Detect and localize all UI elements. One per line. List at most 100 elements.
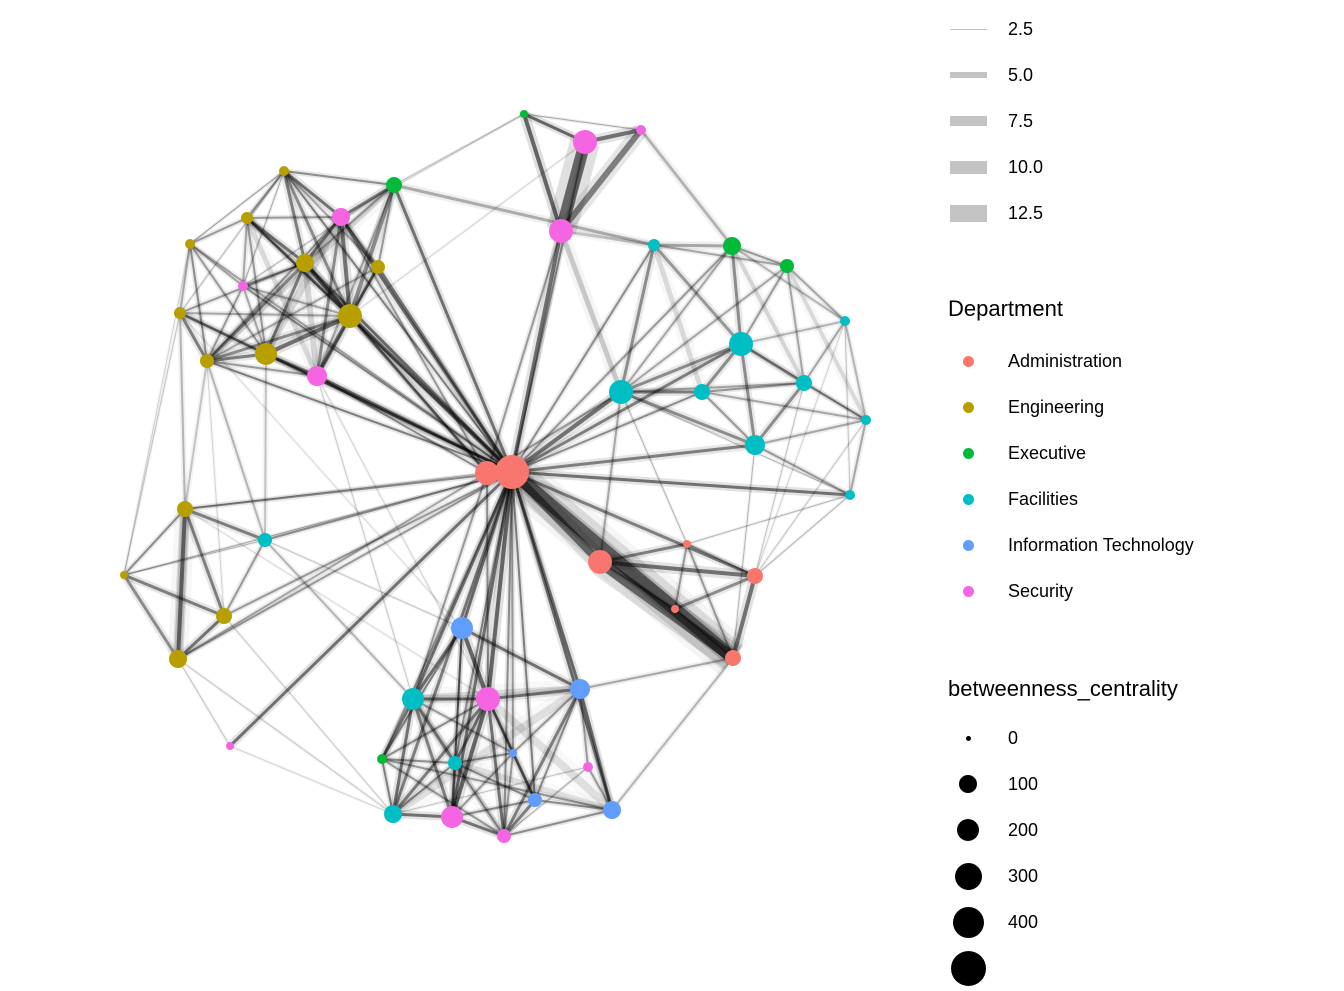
graph-edge xyxy=(454,627,463,764)
graph-edge xyxy=(316,375,414,700)
graph-edge-halo xyxy=(389,696,492,817)
graph-node-engineering[interactable] xyxy=(174,307,186,319)
graph-edge-halo xyxy=(532,687,583,802)
graph-node-security[interactable] xyxy=(497,829,511,843)
graph-edge xyxy=(701,382,805,393)
graph-edge-halo xyxy=(264,538,463,630)
graph-edge-halo xyxy=(510,686,583,756)
graph-edge xyxy=(686,543,734,659)
graph-edge xyxy=(246,217,267,355)
graph-edge xyxy=(511,342,742,474)
graph-edge xyxy=(599,560,756,578)
graph-node-executive[interactable] xyxy=(723,237,741,255)
graph-node-information-technology[interactable] xyxy=(603,801,621,819)
graph-node-administration[interactable] xyxy=(671,605,679,613)
graph-edge xyxy=(786,265,846,322)
graph-edge xyxy=(390,685,583,818)
graph-node-facilities[interactable] xyxy=(609,380,633,404)
legend-item-size-overflow-5 xyxy=(948,945,1328,991)
graph-node-administration[interactable] xyxy=(747,568,763,584)
graph-edge-halo xyxy=(411,696,515,756)
graph-node-engineering[interactable] xyxy=(200,354,214,368)
graph-node-security[interactable] xyxy=(238,281,248,291)
graph-edge xyxy=(454,762,505,837)
graph-node-facilities[interactable] xyxy=(861,415,871,425)
graph-edge xyxy=(315,216,343,377)
graph-edge-halo xyxy=(246,214,342,221)
graph-node-security[interactable] xyxy=(636,125,646,135)
graph-edge-halo xyxy=(123,538,266,577)
graph-edge xyxy=(701,391,756,446)
graph-node-administration[interactable] xyxy=(588,550,612,574)
graph-node-facilities[interactable] xyxy=(796,375,812,391)
graph-edge xyxy=(184,471,513,510)
graph-node-engineering[interactable] xyxy=(216,608,232,624)
graph-node-information-technology[interactable] xyxy=(570,679,590,699)
graph-edge-halo xyxy=(637,127,736,249)
graph-edge-halo xyxy=(240,217,250,287)
graph-node-engineering[interactable] xyxy=(279,166,289,176)
graph-node-engineering[interactable] xyxy=(371,260,385,274)
graph-node-security[interactable] xyxy=(573,130,597,154)
graph-node-facilities[interactable] xyxy=(448,756,462,770)
graph-node-facilities[interactable] xyxy=(845,490,855,500)
graph-edge xyxy=(176,614,226,661)
graph-edge-halo xyxy=(338,215,490,475)
graph-node-facilities[interactable] xyxy=(402,688,424,710)
size-400-label: 400 xyxy=(1008,911,1039,932)
graph-node-information-technology[interactable] xyxy=(509,749,517,757)
graph-node-engineering[interactable] xyxy=(241,212,253,224)
graph-node-engineering[interactable] xyxy=(185,239,195,249)
graph-node-information-technology[interactable] xyxy=(528,793,542,807)
graph-edge xyxy=(179,170,285,314)
graph-node-facilities[interactable] xyxy=(745,435,765,455)
graph-edge-halo xyxy=(501,471,515,837)
graph-node-administration[interactable] xyxy=(475,461,499,485)
graph-node-information-technology[interactable] xyxy=(451,617,473,639)
graph-node-executive[interactable] xyxy=(386,177,402,193)
graph-node-facilities[interactable] xyxy=(648,239,660,251)
graph-node-engineering[interactable] xyxy=(255,343,277,365)
graph-edge xyxy=(620,382,805,393)
graph-node-executive[interactable] xyxy=(377,754,387,764)
graph-node-security[interactable] xyxy=(441,806,463,828)
graph-node-facilities[interactable] xyxy=(384,805,402,823)
size-200-label: 200 xyxy=(1008,819,1039,840)
graph-node-administration[interactable] xyxy=(725,650,741,666)
graph-node-security[interactable] xyxy=(332,208,350,226)
graph-node-engineering[interactable] xyxy=(338,304,362,328)
graph-node-administration[interactable] xyxy=(683,540,691,548)
graph-edge-halo xyxy=(375,184,397,268)
graph-node-administration[interactable] xyxy=(495,455,529,489)
graph-node-facilities[interactable] xyxy=(729,332,753,356)
graph-edge xyxy=(686,543,756,577)
graph-edge-halo xyxy=(244,217,269,355)
graph-node-engineering[interactable] xyxy=(296,254,314,272)
graph-node-executive[interactable] xyxy=(520,110,528,118)
graph-edge xyxy=(730,245,806,384)
graph-node-security[interactable] xyxy=(549,219,573,243)
graph-node-engineering[interactable] xyxy=(120,571,128,579)
graph-edge xyxy=(179,312,463,629)
graph-edge-halo xyxy=(204,284,246,363)
graph-node-security[interactable] xyxy=(307,366,327,386)
graph-edge xyxy=(392,762,456,815)
edge-width-5-0-key-icon xyxy=(948,52,988,98)
graph-node-engineering[interactable] xyxy=(177,501,193,517)
graph-edge xyxy=(189,243,208,362)
graph-edge-halo xyxy=(221,538,268,618)
graph-node-engineering[interactable] xyxy=(169,650,187,668)
graph-edge xyxy=(453,698,490,764)
graph-node-facilities[interactable] xyxy=(694,384,710,400)
graph-edge-halo xyxy=(451,797,536,820)
graph-edge xyxy=(381,758,505,837)
graph-edge-halo xyxy=(701,380,805,395)
graph-node-security[interactable] xyxy=(583,762,593,772)
graph-node-facilities[interactable] xyxy=(258,533,272,547)
graph-edge xyxy=(754,494,851,577)
graph-node-security[interactable] xyxy=(226,742,234,750)
graph-node-facilities[interactable] xyxy=(840,316,850,326)
graph-node-security[interactable] xyxy=(476,687,500,711)
graph-edge-halo xyxy=(262,353,269,541)
graph-node-executive[interactable] xyxy=(780,259,794,273)
